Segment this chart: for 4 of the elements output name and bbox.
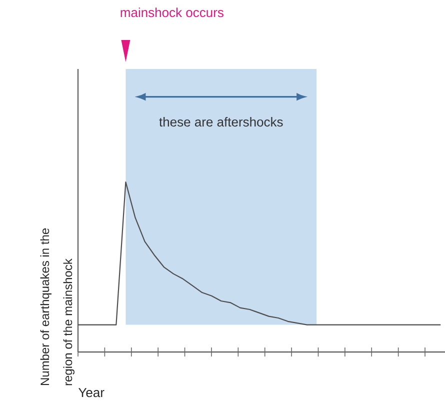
text: these are aftershocks: [159, 117, 283, 127]
text: mainshock occurs: [120, 8, 224, 18]
y-axis-title: Number of earthquakes in the region of the mainshock: [40, 228, 74, 386]
x-axis-title: Year: [78, 388, 104, 398]
